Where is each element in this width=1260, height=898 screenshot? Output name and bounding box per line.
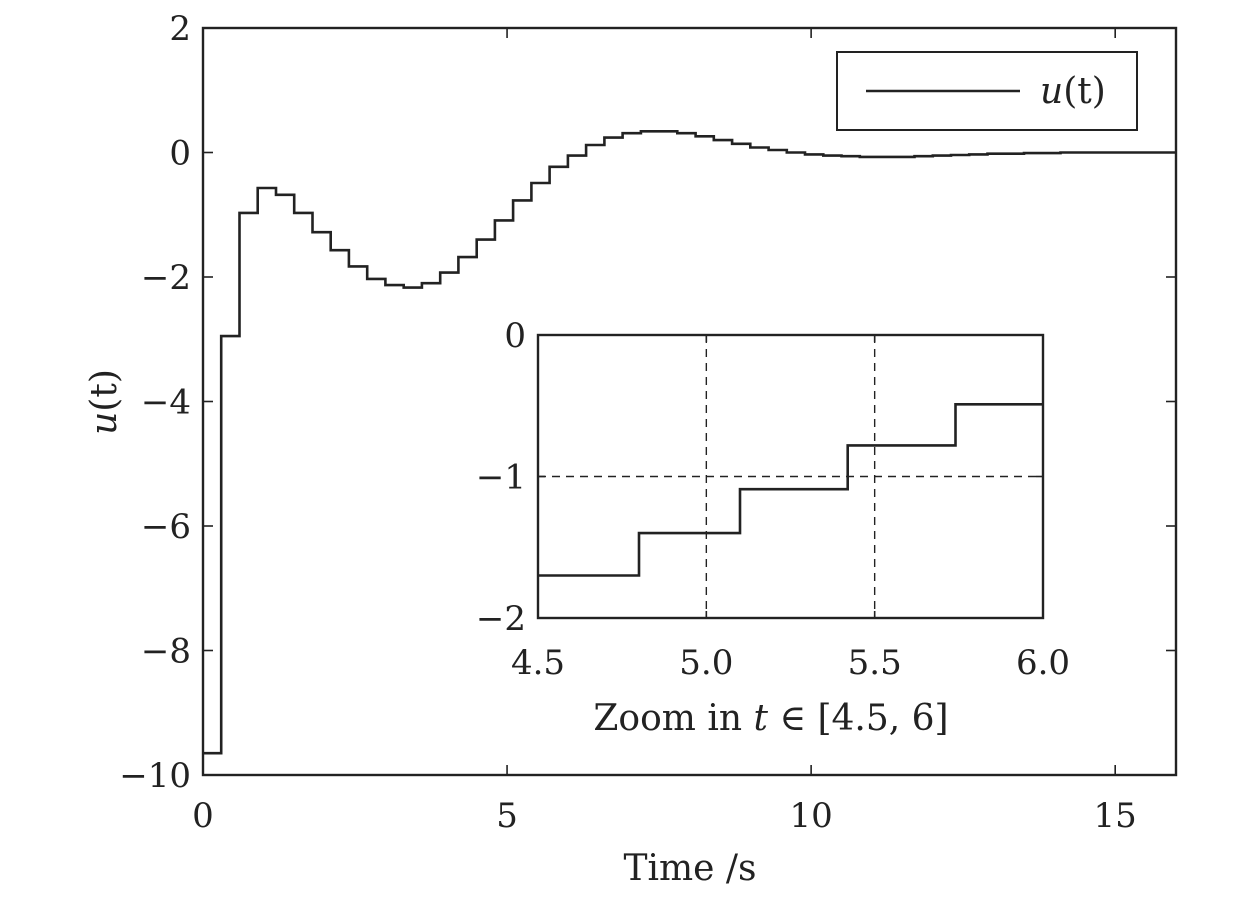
main-y-tick-label: 2 [169, 9, 191, 49]
inset-x-axis-label: Zoom in t ∈ [4.5, 6] [593, 698, 948, 739]
main-plot: 0 5 10 15−10−8−6−4−202 Time /s u(t) [84, 9, 1178, 889]
main-y-tick-label: −8 [141, 632, 191, 672]
inset-ticks-group: 4.5 5.0 5.5 6.0 −2 −1 0 [476, 316, 1070, 683]
x-axis-label: Time /s [623, 848, 756, 889]
y-axis-label-var: u [84, 412, 125, 435]
main-x-tick-label: 0 [192, 796, 214, 836]
inset-y-tick-label: −2 [476, 599, 526, 639]
inset-x-tick-label: 4.5 [511, 643, 565, 683]
main-x-tick-label: 15 [1094, 796, 1137, 836]
inset-x-tick-label: 5.5 [848, 643, 902, 683]
legend-label: u(t) [1040, 71, 1106, 112]
inset-x-axis-label-post: ∈ [4.5, 6] [768, 698, 949, 739]
main-x-tick-label: 5 [496, 796, 518, 836]
main-y-tick-label: −6 [141, 507, 191, 547]
main-y-tick-label: −4 [141, 383, 191, 423]
inset-y-tick-label: 0 [504, 316, 526, 356]
inset-grid-group [538, 335, 1043, 618]
inset-y-tick-label: −1 [476, 458, 526, 498]
main-x-tick-label: 10 [789, 796, 832, 836]
inset-x-tick-label: 5.0 [679, 643, 733, 683]
main-ticks-group: 0 5 10 15−10−8−6−4−202 [119, 9, 1176, 836]
main-series-group [203, 130, 1176, 755]
main-y-tick-label: 0 [169, 134, 191, 174]
legend: u(t) [836, 51, 1138, 131]
inset-series-group [538, 403, 1043, 577]
main-y-tick-label: −2 [141, 258, 191, 298]
y-axis-label: u(t) [84, 369, 125, 435]
inset-series-line-0 [538, 403, 1043, 577]
inset-plot: 4.5 5.0 5.5 6.0 −2 −1 0 Zoom in t ∈ [4.5, 6] [476, 316, 1070, 739]
main-y-tick-label: −10 [119, 756, 191, 796]
inset-x-tick-label: 6.0 [1016, 643, 1070, 683]
inset-x-axis-label-pre: Zoom in [593, 698, 753, 739]
y-axis-label-arg: (t) [84, 369, 125, 412]
legend-label-arg: (t) [1063, 71, 1106, 112]
legend-label-var: u [1040, 71, 1063, 112]
main-series-line-0 [203, 130, 1176, 755]
inset-x-axis-label-var: t [753, 698, 768, 739]
